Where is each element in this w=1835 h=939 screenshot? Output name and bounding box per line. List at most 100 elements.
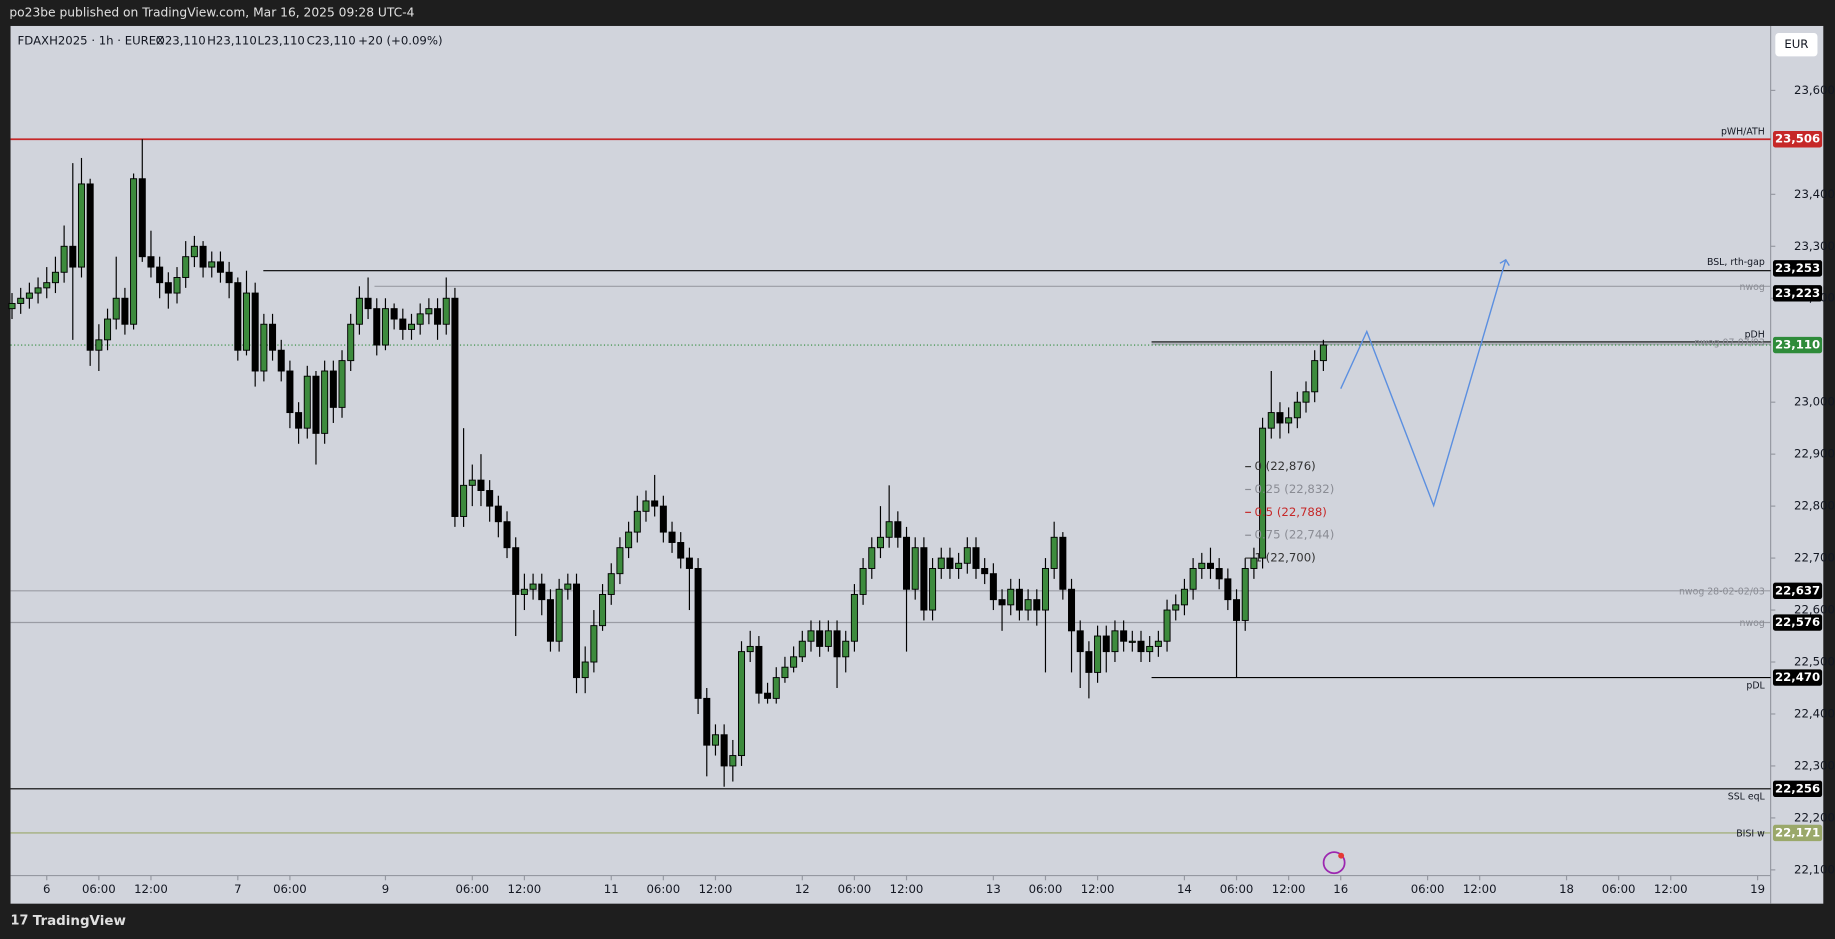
- x-tick-label: 06:00: [82, 882, 116, 896]
- candle-body: [1076, 630, 1084, 653]
- candle-body: [1311, 360, 1319, 393]
- candle-body: [572, 583, 581, 679]
- candle-body: [104, 318, 112, 341]
- candle-body: [199, 245, 207, 268]
- candle-body: [442, 297, 450, 325]
- candle-body: [642, 500, 650, 512]
- candle-body: [8, 302, 16, 310]
- candle-body: [824, 630, 832, 647]
- candle-body: [599, 593, 607, 627]
- candle-body: [1189, 568, 1197, 590]
- y-tick-label: 22,400: [1794, 706, 1835, 720]
- fib-label: 0.75 (22,744): [1255, 528, 1335, 542]
- last-price-tag: [1772, 336, 1823, 354]
- candle-body: [43, 282, 51, 289]
- candle-body: [1154, 640, 1162, 647]
- level-name: pDH: [1745, 329, 1765, 340]
- candle-body: [1302, 391, 1310, 403]
- y-tick-label: 23,600: [1794, 83, 1835, 97]
- level-name: nwog 28-02-02/03: [1679, 586, 1765, 597]
- price-tag-label: 22,470: [1775, 670, 1820, 684]
- y-tick-label: 22,200: [1794, 810, 1835, 824]
- candle-body: [1319, 344, 1327, 362]
- candle-body: [390, 308, 398, 320]
- candle-body: [260, 323, 268, 372]
- candle-body: [286, 370, 294, 414]
- candle-body: [633, 510, 641, 533]
- price-tag-label: 23,506: [1775, 132, 1820, 146]
- candle-body: [972, 547, 980, 569]
- candle-body: [625, 531, 633, 549]
- candle-body: [564, 583, 572, 590]
- candle-body: [512, 547, 520, 595]
- x-tick-label: 12: [795, 882, 810, 896]
- currency[interactable]: EUR: [1784, 37, 1808, 51]
- candle-body: [1250, 557, 1258, 569]
- candle-body: [1128, 640, 1136, 643]
- candle-body: [399, 318, 407, 330]
- candle-body: [416, 313, 424, 325]
- candles: [8, 139, 1327, 787]
- candle-body: [17, 297, 25, 304]
- candle-body: [277, 349, 285, 372]
- candle-body: [876, 536, 884, 549]
- candle-body: [364, 297, 372, 310]
- candle-body: [607, 573, 615, 595]
- footer-brand[interactable]: TradingView: [33, 914, 126, 929]
- candle-body: [425, 308, 433, 315]
- candle-body: [242, 292, 251, 351]
- logo: 17: [11, 914, 29, 929]
- y-tick-label: 22,300: [1794, 758, 1835, 772]
- x-tick-label: 06:00: [1411, 882, 1445, 896]
- level-name: BISI w: [1736, 829, 1765, 840]
- candle-body: [772, 677, 780, 699]
- candle-body: [216, 261, 224, 273]
- level-name: nwog 07-07/03: [1694, 337, 1765, 348]
- x-tick-label: 06:00: [455, 882, 489, 896]
- x-tick-label: 06:00: [1220, 882, 1254, 896]
- candle-body: [1050, 536, 1058, 569]
- candle-body: [312, 375, 320, 434]
- candle-body: [173, 277, 181, 294]
- candle-body: [1198, 562, 1206, 569]
- candle-body: [955, 562, 963, 569]
- y-tick-label: 22,600: [1794, 603, 1835, 617]
- candle-body: [1215, 568, 1223, 580]
- x-tick-label: 06:00: [647, 882, 681, 896]
- candle-body: [937, 557, 945, 569]
- y-tick-label: 22,500: [1794, 655, 1835, 669]
- x-tick-label: 6: [43, 882, 50, 896]
- candle-body: [234, 282, 242, 351]
- candle-body: [451, 297, 459, 517]
- candle-body: [1007, 588, 1015, 606]
- symbol[interactable]: FDAXH2025 · 1h · EUREX: [18, 34, 165, 48]
- candle-body: [1172, 604, 1180, 611]
- legend-close: C23,110: [307, 34, 356, 48]
- x-tick-label: 12:00: [508, 882, 542, 896]
- candle-body: [1224, 578, 1232, 601]
- price-tag: [1772, 824, 1823, 842]
- y-tick-label: 22,800: [1794, 499, 1835, 513]
- x-tick-label: 12:00: [699, 882, 733, 896]
- candle-body: [668, 531, 676, 543]
- price-tag: [1772, 260, 1823, 277]
- candle-body: [911, 547, 919, 590]
- x-tick-label: 16: [1333, 882, 1348, 896]
- alert-icon[interactable]: [1322, 851, 1346, 875]
- price-tag-label: 22,256: [1775, 781, 1820, 795]
- x-tick-label: 12:00: [1463, 882, 1497, 896]
- candle-body: [477, 479, 485, 491]
- currency-box[interactable]: [1775, 32, 1818, 57]
- candle-body: [86, 183, 94, 351]
- candle-body: [746, 645, 754, 653]
- x-tick-label: 06:00: [838, 882, 872, 896]
- candle-body: [1146, 645, 1154, 653]
- candle-body: [494, 505, 502, 523]
- candle-body: [1276, 412, 1284, 424]
- fib-label: 0.5 (22,788): [1255, 505, 1327, 519]
- candle-body: [520, 588, 528, 595]
- candle-body: [164, 282, 172, 294]
- candle-body: [355, 297, 363, 325]
- fib-label: 0 (22,876): [1255, 459, 1316, 473]
